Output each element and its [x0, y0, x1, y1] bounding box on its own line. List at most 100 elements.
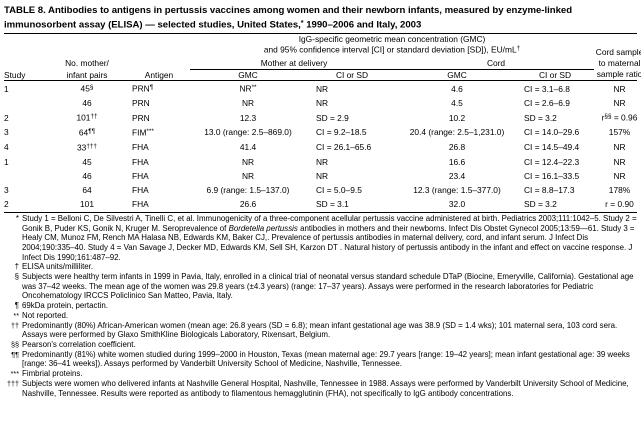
mother-gmc-header: GMC [238, 69, 258, 80]
header-table: IgG-specific geometric mean concentratio… [4, 34, 641, 80]
footnote-text: Subjects were women who delivered infant… [22, 379, 629, 398]
footnote: †† Predominantly (80%) African-American w… [4, 321, 637, 340]
cell-study: 1 [4, 156, 9, 167]
footnote: † ELISA units/milliliter. [4, 262, 637, 272]
column-header-row: Study infant pairs Antigen GMC CI or SD … [4, 69, 641, 80]
title-line-1: TABLE 8. Antibodies to antigens in pertu… [4, 5, 573, 16]
cell-mother-ci: SD = 3.1 [316, 199, 349, 210]
footnote: ¶¶ Predominantly (81%) white women studie… [4, 350, 637, 369]
footnote-marker: * [15, 214, 19, 224]
cell-mother-ci: NR [316, 170, 329, 181]
cell-cord-ci: CI = 12.4–22.3 [524, 156, 580, 167]
table-header: IgG-specific geometric mean concentratio… [4, 34, 641, 80]
cell-cord-gmc: 4.6 [451, 83, 463, 94]
cell-pairs: 46 [82, 97, 92, 108]
cell-ratio: 157% [608, 127, 631, 138]
antigen-header: Antigen [144, 69, 174, 80]
gmc-span-line-2-text: and 95% confidence interval [CI] or stan… [263, 44, 517, 55]
footnote-text: Fimbrial proteins. [22, 369, 83, 379]
cell-antigen: FIM*** [132, 127, 154, 138]
cell-antigen: FHA [132, 170, 149, 181]
cell-ratio: NR [613, 170, 626, 181]
study-header: Study [4, 69, 26, 80]
cell-antigen: PRN [132, 97, 150, 108]
cell-antigen: FHA [132, 156, 149, 167]
cord-ci-header: CI or SD [538, 69, 572, 80]
cell-cord-ci: CI = 14.5–49.4 [524, 142, 580, 153]
cell-cord-gmc: 16.6 [448, 156, 466, 167]
footnote: *** Fimbrial proteins. [4, 369, 637, 379]
cell-cord-ci: CI = 8.8–17.3 [524, 185, 575, 196]
group-cord-label: Cord [398, 55, 595, 70]
footnote-text: Not reported. [22, 310, 69, 320]
footnotes: * Study 1 = Belloni C, De Silvestri A, Ti… [4, 214, 637, 398]
pairs-header-line-1: No. mother/ [65, 58, 109, 69]
cell-study: 1 [4, 83, 9, 94]
cell-mother-ci: CI = 26.1–65.6 [316, 142, 372, 153]
cell-pairs: 64¶¶ [78, 127, 96, 138]
title-footnote-marker: * [300, 17, 304, 27]
ratio-header-line-2: to maternal [598, 57, 641, 68]
cell-antigen: FHA [132, 142, 149, 153]
data-table-body: 1 45§ PRN¶ NR** NR 4.6 CI = 3.1–6.8 NR 46 PRN NR NR… [4, 81, 641, 212]
cell-study [4, 169, 46, 183]
cell-mother-gmc: 26.6 [239, 199, 257, 210]
cell-mother-gmc: NR [241, 170, 255, 181]
cell-study: 3 [4, 127, 9, 138]
cell-cord-gmc: 10.2 [448, 112, 466, 123]
mother-ci-header: CI or SD [335, 69, 369, 80]
header-bottom-rule [4, 80, 637, 82]
pairs-header-line-2: infant pairs [66, 69, 108, 80]
cell-cord-gmc: 12.3 (range: 1.5–377.0) [413, 185, 501, 196]
cell-pairs: 101†† [76, 112, 98, 123]
cell-antigen: FHA [132, 185, 149, 196]
footnote: ¶ 69kDa protein, pertactin. [4, 301, 637, 311]
top-rule [4, 32, 637, 34]
group-header-row: No. mother/ Mother at delivery Cord [4, 55, 641, 70]
cell-mother-ci: NR [316, 97, 329, 108]
footnotes-rule [4, 211, 637, 213]
pairs-header: No. mother/ [46, 55, 128, 69]
cell-pairs: 45 [82, 156, 92, 167]
table-row: 2 101†† PRN 12.3 SD = 2.9 10.2 SD = 3.2 r§§ = 0… [4, 110, 641, 125]
cell-cord-ci: CI = 14.0–29.6 [524, 127, 580, 138]
footnote-text: Predominantly (80%) African-American wom… [22, 320, 618, 340]
cell-mother-gmc: NR** [239, 83, 257, 94]
cord-ratio-header: Cord sample to maternal sample ratio [594, 34, 641, 80]
footnote-marker: ††† [7, 379, 19, 389]
table-row: 46 FHA NR NR 23.4 CI = 16.1–33.5 NR [4, 169, 641, 183]
cell-antigen: FHA [132, 199, 149, 210]
table-row: 1 45 FHA NR NR 16.6 CI = 12.4–22.3 NR [4, 155, 641, 169]
cell-mother-ci: NR [316, 156, 329, 167]
gmc-span-line-2: and 95% confidence interval [CI] or stan… [190, 44, 594, 55]
cell-mother-gmc: 6.9 (range: 1.5–137.0) [206, 185, 290, 196]
cell-study: 2 [4, 112, 9, 123]
footnote: ** Not reported. [4, 311, 637, 321]
footnote-text: Subjects were healthy term infants in 19… [22, 272, 634, 301]
table-row: 3 64¶¶ FIM*** 13.0 (range: 2.5–869.0) CI = 9… [4, 125, 641, 140]
footnote-text: 69kDa protein, pertactin. [22, 301, 108, 311]
cell-mother-gmc: 12.3 [239, 112, 257, 123]
footnote-text: ELISA units/milliliter. [22, 262, 94, 272]
cell-ratio: r = 0.90 [605, 199, 634, 210]
footnote: §§ Pearson's correlation coefficient. [4, 340, 637, 350]
footnote-marker: ¶¶ [11, 349, 19, 359]
table-row: 3 64 FHA 6.9 (range: 1.5–137.0) CI = 5.0–9.5… [4, 183, 641, 197]
cell-study: 2 [4, 199, 9, 210]
footnote-marker: †† [11, 320, 19, 330]
footnote: * Study 1 = Belloni C, De Silvestri A, Ti… [4, 214, 637, 262]
footnote-marker: § [14, 272, 19, 282]
cell-mother-gmc: 13.0 (range: 2.5–869.0) [204, 127, 292, 138]
footnote: ††† Subjects were women who delivered inf… [4, 379, 637, 398]
table-row: 4 33††† FHA 41.4 CI = 26.1–65.6 26.8 CI = 14.5… [4, 140, 641, 155]
group-mother-label: Mother at delivery [190, 55, 398, 70]
gmc-span-label: IgG-specific geometric mean concentratio… [190, 34, 594, 55]
cell-mother-ci: NR [316, 83, 329, 94]
cell-cord-ci: SD = 3.2 [524, 199, 557, 210]
cell-mother-ci: CI = 9.2–18.5 [316, 127, 367, 138]
span-title-row: IgG-specific geometric mean concentratio… [4, 34, 641, 79]
cell-study: 4 [4, 142, 9, 153]
gmc-span-footnote-marker: † [516, 45, 521, 53]
cell-ratio: NR [613, 156, 626, 167]
